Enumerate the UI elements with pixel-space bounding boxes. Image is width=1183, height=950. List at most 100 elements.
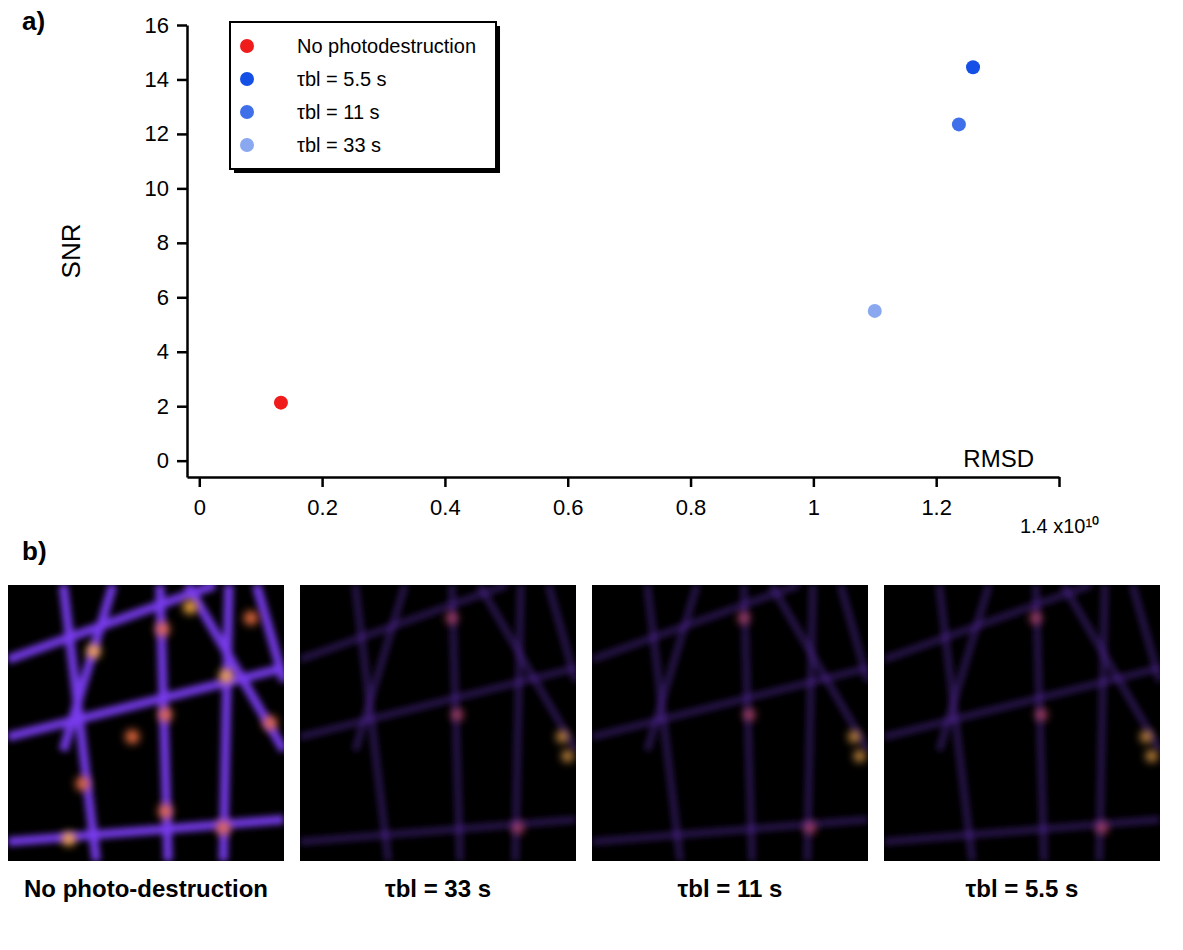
bright-spot (451, 709, 463, 721)
y-tick: 10 (145, 176, 187, 201)
x-tick-mark (813, 477, 816, 487)
y-axis-line (186, 26, 189, 478)
legend: No photodestructionτbl = 5.5 sτbl = 11 s… (230, 22, 500, 173)
x-tick-label: 1.4 x10¹⁰ (1020, 515, 1099, 537)
x-tick-label: 0.2 (307, 495, 338, 520)
legend-marker (240, 105, 254, 119)
bright-spot (804, 822, 816, 834)
y-tick: 12 (145, 121, 187, 146)
point (868, 304, 882, 318)
y-tick-mark (177, 297, 187, 300)
filament (1099, 585, 1105, 861)
bright-spot (556, 731, 568, 743)
legend-label: τbl = 33 s (297, 134, 381, 156)
image-panel (8, 585, 284, 861)
bright-spot (1146, 750, 1158, 762)
image-caption: τbl = 11 s (678, 875, 783, 902)
bright-spot (183, 600, 197, 614)
image-panel (592, 585, 868, 861)
x-axis: 0 0.2 0.4 0.6 0.8 1 1.2 1.4 x10¹⁰ (188, 477, 1100, 537)
filament (8, 820, 284, 842)
x-tick: 0.8 (676, 477, 707, 520)
filament (256, 585, 284, 682)
x-tick-mark (1058, 477, 1061, 487)
y-tick-label: 12 (145, 121, 169, 146)
y-tick: 4 (157, 339, 187, 364)
filament (1132, 585, 1160, 682)
x-tick-mark (444, 477, 447, 487)
x-tick: 0.2 (307, 477, 338, 520)
bright-spot (512, 822, 524, 834)
filament (1036, 585, 1044, 861)
filament (592, 820, 868, 842)
bright-spot (216, 821, 230, 835)
filament (452, 585, 460, 861)
x-tick-label: 1 (808, 495, 820, 520)
panel-label: a) (22, 6, 45, 36)
image-panel (884, 585, 1160, 861)
bright-spot (446, 612, 458, 624)
y-tick-mark (177, 133, 187, 136)
panel-label: b) (22, 536, 47, 566)
legend-marker (240, 138, 254, 152)
x-tick: 1 (808, 477, 820, 520)
x-tick: 1.4 x10¹⁰ (1020, 477, 1099, 537)
legend-label: τbl = 11 s (297, 101, 380, 123)
filament (63, 585, 113, 751)
bright-spot (1030, 612, 1042, 624)
bright-spot (87, 644, 101, 658)
x-tick: 0.6 (553, 477, 584, 520)
image-panel (300, 585, 576, 861)
point (952, 117, 966, 131)
y-tick-label: 16 (145, 13, 169, 38)
x-axis-line (188, 476, 1060, 479)
filament (479, 585, 576, 751)
y-tick-label: 8 (157, 230, 169, 255)
bright-spot (244, 611, 258, 625)
x-tick-label: 0.6 (553, 495, 584, 520)
bright-spot (562, 750, 574, 762)
y-tick: 2 (157, 394, 187, 419)
filament (515, 585, 521, 861)
bright-spot (156, 622, 170, 636)
bright-spot (263, 716, 277, 730)
x-tick-mark (199, 477, 202, 487)
legend-marker (240, 39, 254, 53)
y-tick-label: 10 (145, 176, 169, 201)
filament (744, 585, 752, 861)
filament (840, 585, 868, 682)
x-tick-mark (321, 477, 324, 487)
caption-line: τbl = 5.5 s (966, 875, 1079, 902)
y-tick-label: 0 (157, 448, 169, 473)
y-tick-mark (177, 351, 187, 354)
filament (771, 585, 868, 751)
point (966, 60, 980, 74)
image-background (884, 585, 1160, 861)
y-axis: 0246810121416 (145, 13, 188, 478)
y-tick-mark (177, 242, 187, 245)
x-tick-mark (690, 477, 693, 487)
x-tick-label: 0 (194, 495, 206, 520)
figure: a)024681012141600.20.40.60.811.21.4 x10¹… (0, 0, 1183, 950)
x-tick-label: 1.2 (921, 495, 952, 520)
x-tick-mark (935, 477, 938, 487)
image-background (592, 585, 868, 861)
bright-spot (848, 731, 860, 743)
y-tick-mark (177, 460, 187, 463)
x-tick: 0 (194, 477, 206, 520)
bright-spot (738, 612, 750, 624)
x-tick: 1.2 (921, 477, 952, 520)
image-background (300, 585, 576, 861)
bright-spot (125, 730, 139, 744)
y-tick-mark (177, 79, 187, 82)
y-tick-mark (177, 405, 187, 408)
filament (548, 585, 576, 682)
y-tick: 16 (145, 13, 187, 38)
filament (300, 820, 576, 842)
bright-spot (219, 669, 233, 683)
y-tick-label: 14 (145, 67, 169, 92)
x-tick-label: 0.4 (430, 495, 461, 520)
caption-line: τbl = 11 s (678, 875, 783, 902)
image-background (8, 585, 284, 861)
x-tick-mark (567, 477, 570, 487)
